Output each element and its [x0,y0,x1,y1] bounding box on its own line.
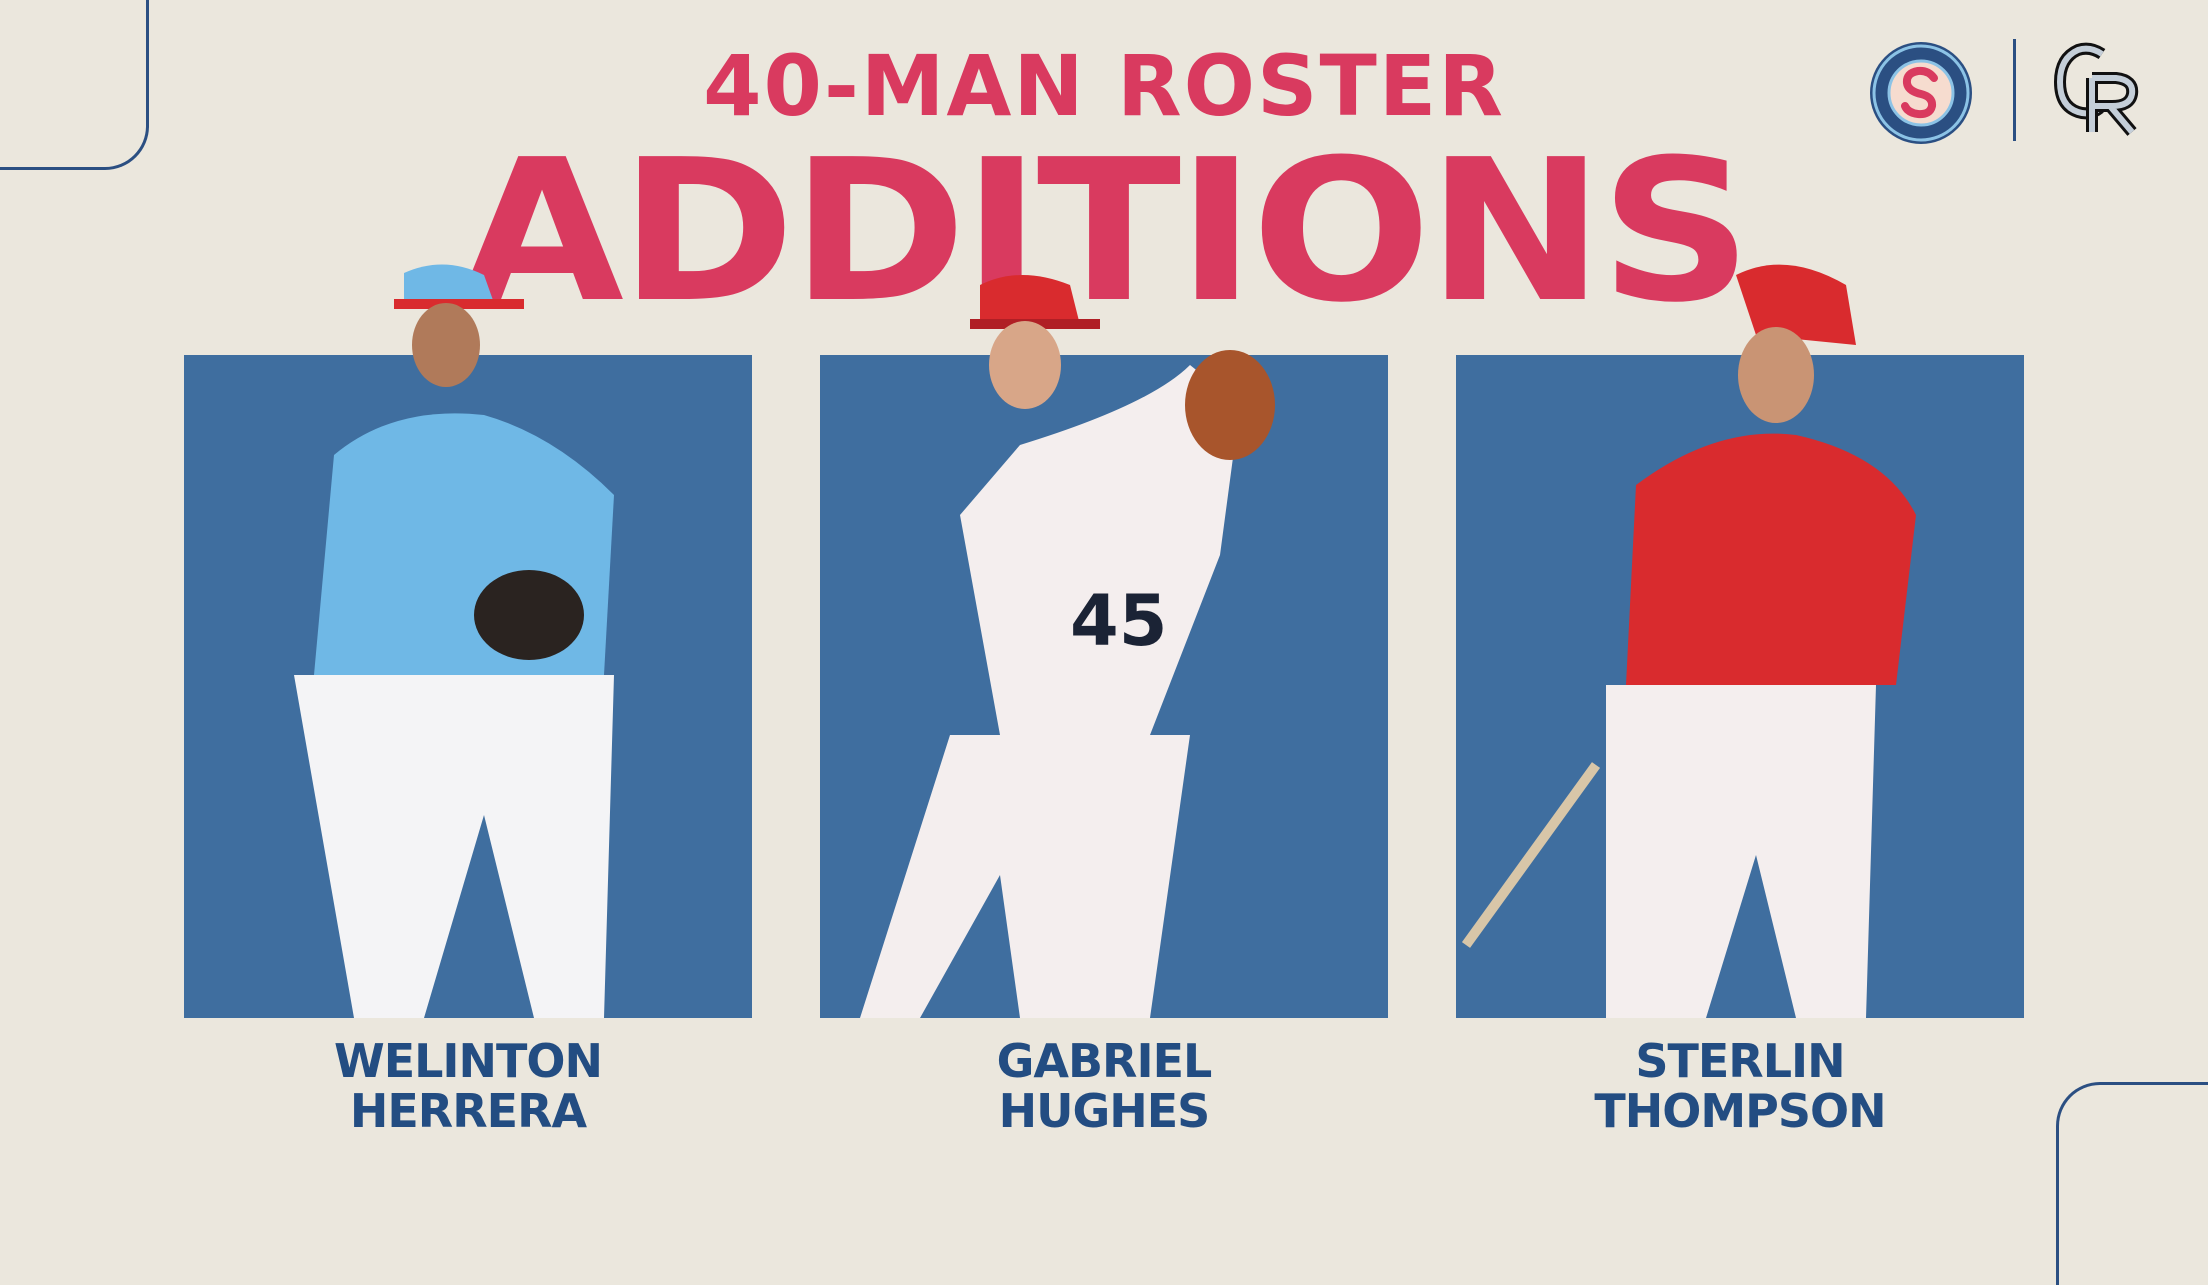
colorado-rockies-logo [2053,42,2139,136]
player-figure-hughes: 45 [860,275,1275,1018]
logo-divider [2013,39,2016,141]
player-last-name: HERRERA [349,1084,587,1138]
corner-decoration-bottom-right [2056,1082,2208,1285]
player-last-name: THOMPSON [1594,1084,1886,1138]
jersey-number: 45 [1070,580,1167,662]
headline-line1: 40-MAN ROSTER [703,37,1505,135]
player-last-name: HUGHES [998,1084,1211,1138]
player-name-herrera: WELINTON HERRERA [184,1036,752,1136]
player-first-name: WELINTON [333,1034,603,1088]
headline-line2: ADDITIONS [460,118,1752,346]
player-figure-thompson [1461,264,1916,1018]
player-figure-herrera [294,264,614,1018]
player-name-thompson: STERLIN THOMPSON [1456,1036,2024,1136]
corner-decoration-top-left [0,0,149,170]
player-name-hughes: GABRIEL HUGHES [820,1036,1388,1136]
player-first-name: GABRIEL [996,1034,1213,1088]
player-first-name: STERLIN [1635,1034,1845,1088]
spokane-indians-logo [1870,42,1972,144]
